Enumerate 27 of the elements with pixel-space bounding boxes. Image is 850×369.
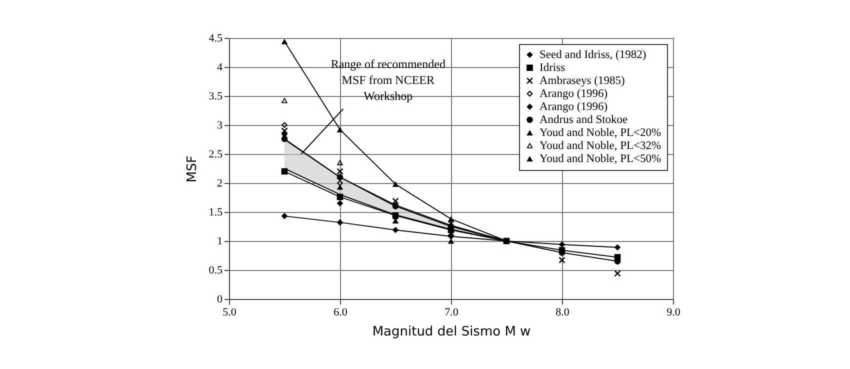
y-axis-title: MSF [184,156,200,182]
legend-label: Arango (1996) [540,100,608,113]
y-tick-label: 1.5 [208,206,223,218]
x-tick-label: 7.0 [444,306,459,318]
y-tick-label: 2.5 [208,148,223,160]
y-tick-label: 4 [217,62,223,74]
legend-label: Arango (1996) [540,88,608,100]
legend-label: Ambraseys (1985) [540,74,625,87]
x-tick-label: 8.0 [556,306,570,318]
y-tick-label: 3 [217,120,223,132]
x-tick-label: 9.0 [666,306,681,318]
y-tick-label: 3.5 [208,90,223,102]
y-tick-label: 2 [217,178,222,190]
y-tick-label: 0 [217,294,223,306]
legend-label: Idriss [540,62,566,74]
legend-label: Youd and Noble, PL<32% [540,140,662,152]
y-tick-label: 4.5 [208,32,223,44]
x-axis-title: Magnitud del Sismo M w [372,324,532,340]
legend-label: Andrus and Stokoe [540,114,628,126]
legend-label: Youd and Noble, PL<50% [540,152,662,165]
legend-label: Seed and Idriss, (1982) [540,48,646,61]
annotation: Range of recommended MSF from NCEER Workshop [330,57,446,103]
x-tick-label: 5.0 [222,306,237,318]
x-tick-label: 6.0 [334,306,348,318]
legend-label: Youd and Noble, PL<20% [540,126,662,139]
y-tick-label: 1 [217,236,222,248]
y-tick-label: 0.5 [208,264,223,276]
